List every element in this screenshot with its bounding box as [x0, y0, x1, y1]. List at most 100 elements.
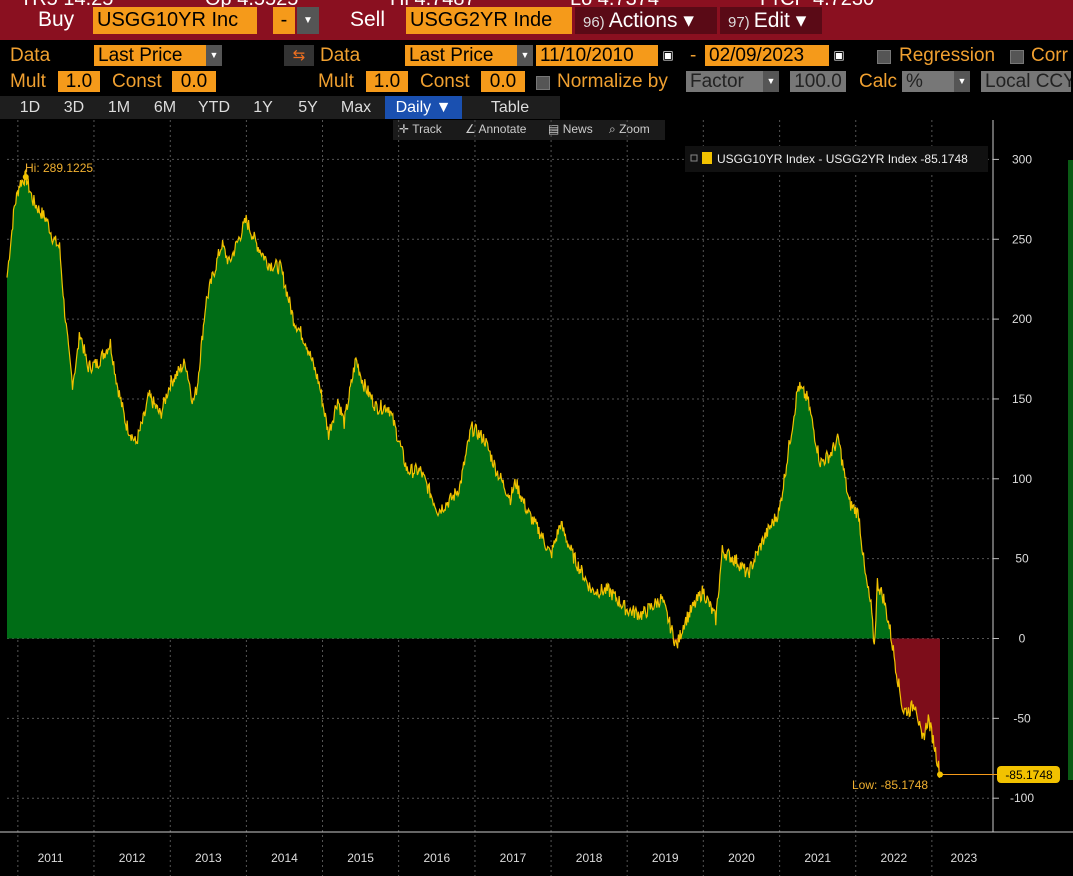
- track-tool[interactable]: ✛ Track: [399, 122, 442, 136]
- news-label: News: [562, 122, 593, 136]
- data-field-select[interactable]: Last Price: [94, 45, 206, 66]
- last-value-badge: [997, 766, 1060, 783]
- x-tick-label: 2015: [347, 851, 374, 865]
- y-tick-label: 300: [1012, 152, 1032, 166]
- end-calendar-icon[interactable]: ▣: [833, 48, 845, 62]
- chart-axes: 300 250 200 150 100 50 0 -50 -100 2011 2012 2013 201…: [0, 120, 1073, 865]
- data2-dropdown-icon[interactable]: ▼: [517, 45, 533, 66]
- positive-area: [7, 170, 940, 639]
- corr-label: Corr: [1031, 45, 1068, 66]
- low-point-marker: [937, 771, 943, 778]
- corr-checkbox[interactable]: [1010, 50, 1024, 64]
- chart-toolbar: [393, 120, 665, 140]
- tab-6m[interactable]: 6M: [153, 99, 177, 116]
- tab-max[interactable]: Max: [340, 99, 372, 116]
- high-point-marker: [22, 173, 29, 180]
- operator-dropdown-icon[interactable]: ▼: [297, 7, 319, 34]
- normalize-label: Normalize by: [557, 71, 668, 92]
- data2-label: Data: [320, 45, 361, 66]
- side-panel-strip: [1068, 160, 1073, 780]
- regression-checkbox[interactable]: [877, 50, 891, 64]
- crosshair-icon: ✛: [399, 122, 410, 136]
- data-dropdown-icon[interactable]: ▼: [206, 45, 222, 66]
- track-label: Track: [412, 122, 442, 136]
- mult-input[interactable]: 1.0: [58, 71, 100, 92]
- calc-select[interactable]: %: [902, 71, 954, 92]
- const2-label: Const: [420, 71, 470, 92]
- spread-line: [6, 168, 941, 778]
- tab-1y[interactable]: 1Y: [253, 99, 273, 116]
- tab-5y[interactable]: 5Y: [298, 99, 318, 116]
- actions-menu-button[interactable]: 96) Actions ▾: [575, 7, 717, 34]
- chart-marks: Hi: 289.1225 Low: -85.1748 -85.1748 USGG10Y…: [22, 146, 1073, 792]
- sell-ticker-input[interactable]: USGG2YR Inde: [406, 7, 572, 34]
- edit-label: Edit ▾: [753, 9, 807, 32]
- tab-table[interactable]: Table: [490, 99, 530, 116]
- news-icon: ▤: [548, 122, 560, 136]
- const-input[interactable]: 0.0: [172, 71, 216, 92]
- regression-label: Regression: [899, 45, 996, 66]
- legend-box: [685, 146, 988, 172]
- edit-menu-button[interactable]: 97) Edit ▾: [720, 7, 822, 34]
- y-tick-label: 150: [1012, 392, 1032, 406]
- x-tick-label: 2013: [195, 851, 222, 865]
- x-tick-label: 2017: [500, 851, 527, 865]
- last-value-label: -85.1748: [1005, 768, 1053, 782]
- annotate-label: Annotate: [478, 122, 527, 136]
- x-tick-label: 2022: [880, 851, 907, 865]
- y-tick-label: -100: [1010, 791, 1034, 805]
- normalize-checkbox[interactable]: [536, 76, 550, 90]
- date-separator: -: [690, 45, 697, 66]
- mult2-input[interactable]: 1.0: [366, 71, 408, 92]
- swap-arrows-icon[interactable]: ⇆: [284, 45, 314, 66]
- buy-ticker-input[interactable]: USGG10YR Inc: [93, 7, 257, 34]
- x-tick-label: 2020: [728, 851, 755, 865]
- tab-1m[interactable]: 1M: [107, 99, 131, 116]
- x-tick-label: 2011: [38, 851, 64, 865]
- news-tool[interactable]: ▤ News: [548, 122, 593, 136]
- y-tick-label: 200: [1012, 312, 1032, 326]
- const2-input[interactable]: 0.0: [481, 71, 525, 92]
- negative-area: [7, 638, 940, 778]
- mult-label: Mult: [10, 71, 46, 92]
- y-tick-label: 250: [1012, 232, 1032, 246]
- start-date-input[interactable]: 11/10/2010: [536, 45, 658, 66]
- tab-daily[interactable]: Daily ▼: [385, 96, 462, 119]
- tab-3d[interactable]: 3D: [63, 99, 85, 116]
- sell-label: Sell: [350, 8, 386, 31]
- currency-select[interactable]: Local CCY: [981, 71, 1071, 92]
- factor-input[interactable]: 100.0: [790, 71, 846, 92]
- operator-field[interactable]: -: [273, 7, 295, 34]
- partial-quote-op: Op 4.5525: [205, 0, 298, 11]
- normalize-select[interactable]: Factor: [686, 71, 763, 92]
- x-tick-label: 2023: [951, 851, 978, 865]
- data2-field-select[interactable]: Last Price: [405, 45, 517, 66]
- partial-quote-trs: TR5 14.25: [20, 0, 113, 11]
- mult2-label: Mult: [318, 71, 354, 92]
- x-tick-label: 2016: [423, 851, 450, 865]
- actions-label: Actions ▾: [608, 9, 694, 32]
- tab-ytd[interactable]: YTD: [198, 99, 230, 116]
- tab-1d[interactable]: 1D: [19, 99, 41, 116]
- high-annotation: Hi: 289.1225: [25, 161, 93, 175]
- partial-quote-hi: Hi 4.7487: [390, 0, 476, 11]
- actions-number: 96): [583, 14, 605, 31]
- legend-collapse-icon: [690, 154, 698, 162]
- calc-dropdown-icon[interactable]: ▼: [954, 71, 970, 92]
- pencil-icon: ∠: [465, 122, 476, 136]
- edit-number: 97): [728, 14, 750, 31]
- x-tick-label: 2019: [652, 851, 679, 865]
- data-label: Data: [10, 45, 51, 66]
- end-date-input[interactable]: 02/09/2023: [705, 45, 829, 66]
- normalize-dropdown-icon[interactable]: ▼: [763, 71, 779, 92]
- x-tick-label: 2012: [119, 851, 146, 865]
- low-annotation: Low: -85.1748: [852, 778, 928, 792]
- x-tick-label: 2021: [804, 851, 831, 865]
- legend-label: USGG10YR Index - USGG2YR Index -85.1748: [717, 152, 968, 166]
- y-tick-label: 100: [1012, 472, 1032, 486]
- const-label: Const: [112, 71, 162, 92]
- annotate-tool[interactable]: ∠ Annotate: [465, 122, 526, 136]
- start-calendar-icon[interactable]: ▣: [662, 48, 674, 62]
- partial-quote-lo: Lo 4.7374: [570, 0, 659, 11]
